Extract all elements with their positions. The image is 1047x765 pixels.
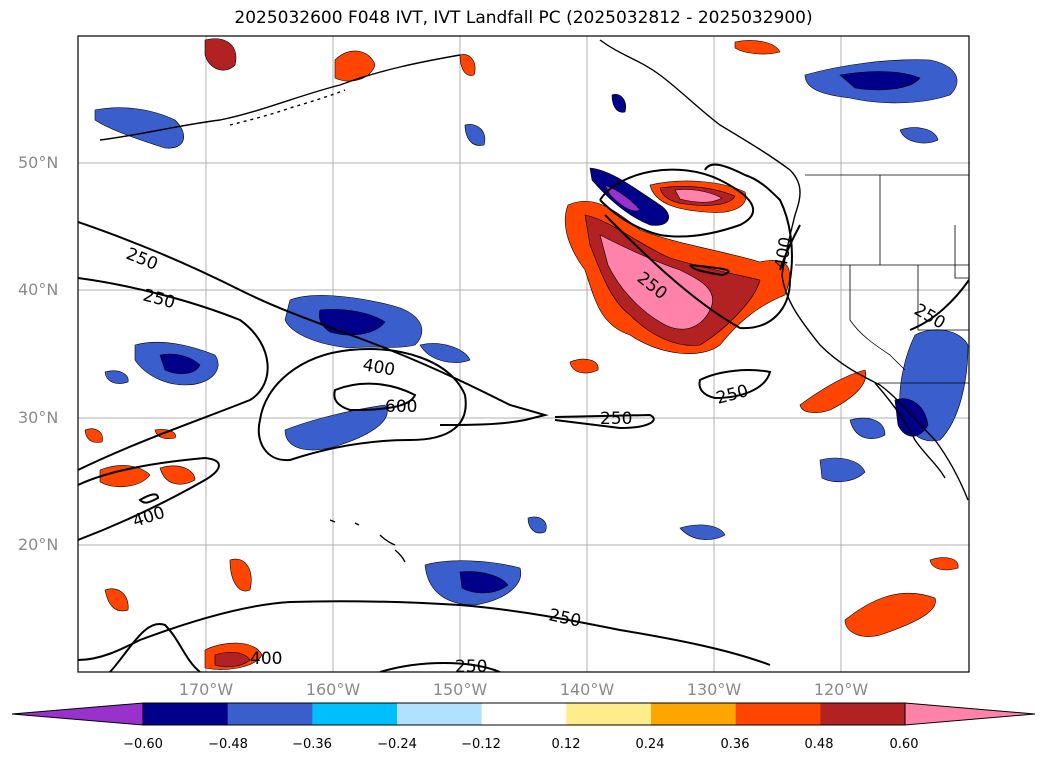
contour-label: 250 [455, 657, 487, 677]
blue-speck-4 [464, 124, 486, 146]
lon-label-140w: 140°W [559, 680, 615, 699]
north-pacific-red [204, 38, 237, 71]
blue-speck-3 [899, 127, 939, 144]
blue-speck-5 [527, 516, 547, 534]
contour-600-loop [333, 382, 417, 412]
contour-250-south [78, 600, 771, 666]
colorbar-segment [227, 703, 313, 725]
orange-speck-1 [569, 358, 599, 374]
orange-speck-5 [229, 558, 252, 592]
subtropical-orange-blob [844, 592, 936, 637]
orange-speck-4 [459, 54, 476, 76]
orange-speck-2 [104, 588, 129, 612]
gulf-alaska-navy [839, 71, 921, 91]
colorbar-tick-label: 0.12 [551, 737, 581, 752]
colorbar-frame [142, 702, 906, 726]
contour-250-mid [554, 413, 655, 430]
west-orange-blob-2 [159, 465, 196, 485]
contour-400-west-small [138, 493, 160, 504]
colorbar-extend-high [904, 702, 1036, 726]
colorbar-tick-label: 0.60 [889, 737, 919, 752]
map-frame [77, 35, 970, 673]
hawaii-south-core [214, 651, 251, 668]
map-title: 2025032600 F048 IVT, IVT Landfall PC (20… [234, 8, 813, 28]
colorbar-tick-label: 0.24 [635, 737, 665, 752]
colorbar-tick-label: 0.48 [804, 737, 834, 752]
colorbar-segment [820, 703, 906, 725]
map-background [78, 36, 969, 672]
lat-label-40n: 40°N [18, 280, 59, 299]
colorbar-segment [566, 703, 652, 725]
colorbar-segment [735, 703, 821, 725]
aleutian-blue [94, 107, 184, 149]
contour-250-ne [599, 168, 755, 238]
hawaii-navy [459, 571, 509, 594]
colorbar-tick-label: −0.36 [292, 737, 332, 752]
lon-label-160w: 160°W [305, 680, 361, 699]
contour-label: 250 [600, 409, 632, 429]
colorbar-segment [143, 703, 229, 725]
colorbar-tick-label: −0.60 [123, 737, 163, 752]
blue-speck-1 [104, 370, 129, 384]
contour-250-west [78, 221, 549, 426]
contour-400-south [109, 623, 201, 672]
west-orange-blob [99, 465, 151, 488]
colorbar-tick-label: 0.36 [720, 737, 750, 752]
contour-400-west [78, 456, 220, 541]
lat-label-30n: 30°N [18, 408, 59, 427]
hawaii-islands [329, 519, 406, 563]
tropical-blue [679, 524, 726, 540]
baja-california [874, 382, 946, 479]
orange-speck-3 [84, 428, 103, 443]
lon-label-120w: 120°W [813, 680, 869, 699]
colorbar-segment [651, 703, 737, 725]
colorbar-segment [397, 703, 483, 725]
state-borders [795, 174, 969, 384]
central-pacific-blue-2 [284, 404, 388, 451]
contour-400-coast [779, 224, 801, 271]
colorbar-segments [11, 702, 1036, 726]
colorbar [11, 702, 1036, 726]
map-panel: 250 250 400 600 250 250 250 400 250 400 … [77, 35, 970, 677]
blue-speck-2 [419, 343, 471, 363]
lon-label-150w: 150°W [432, 680, 488, 699]
orange-speck-6 [929, 557, 959, 571]
colorbar-extend-low [11, 702, 144, 726]
contour-250-small [698, 369, 772, 400]
colorbar-tick-label: −0.48 [208, 737, 248, 752]
lon-label-130w: 130°W [686, 680, 742, 699]
contour-400-south-2 [379, 662, 501, 672]
colorbar-tick-label: −0.24 [377, 737, 417, 752]
contour-250-inner [78, 277, 269, 471]
contour-label: 400 [250, 649, 282, 669]
alaska-coast [99, 54, 461, 141]
lat-gridlines [78, 162, 969, 546]
contour-400-loop [257, 348, 467, 462]
north-plume-pink [674, 189, 723, 203]
lon-label-170w: 170°W [178, 680, 234, 699]
mexico-blue-2 [849, 417, 886, 439]
ivt-contours [78, 163, 969, 672]
bc-coast-purple-core [604, 184, 641, 212]
negative-ivt-shading [94, 59, 969, 606]
coastal-orange-blob [799, 369, 867, 414]
contour-250-se [909, 279, 969, 331]
blue-speck-6 [611, 94, 626, 113]
lat-label-20n: 20°N [18, 535, 59, 554]
contour-label: 600 [385, 397, 417, 417]
north-america-coastline [599, 39, 969, 501]
west-pacific-navy [159, 353, 201, 374]
lat-label-50n: 50°N [18, 153, 59, 172]
ak-orange-strip [734, 40, 781, 55]
north-pacific-orange [334, 50, 376, 82]
mexico-blue [819, 457, 866, 483]
contour-250-arc [689, 264, 730, 277]
baja-navy [894, 398, 929, 437]
colorbar-segment [481, 703, 567, 725]
bc-coast-purple [589, 167, 669, 226]
colorbar-segment [312, 703, 398, 725]
coastlines [99, 39, 969, 563]
colorbar-tick-label: −0.12 [461, 737, 501, 752]
contour-250-ne-main [604, 163, 793, 330]
